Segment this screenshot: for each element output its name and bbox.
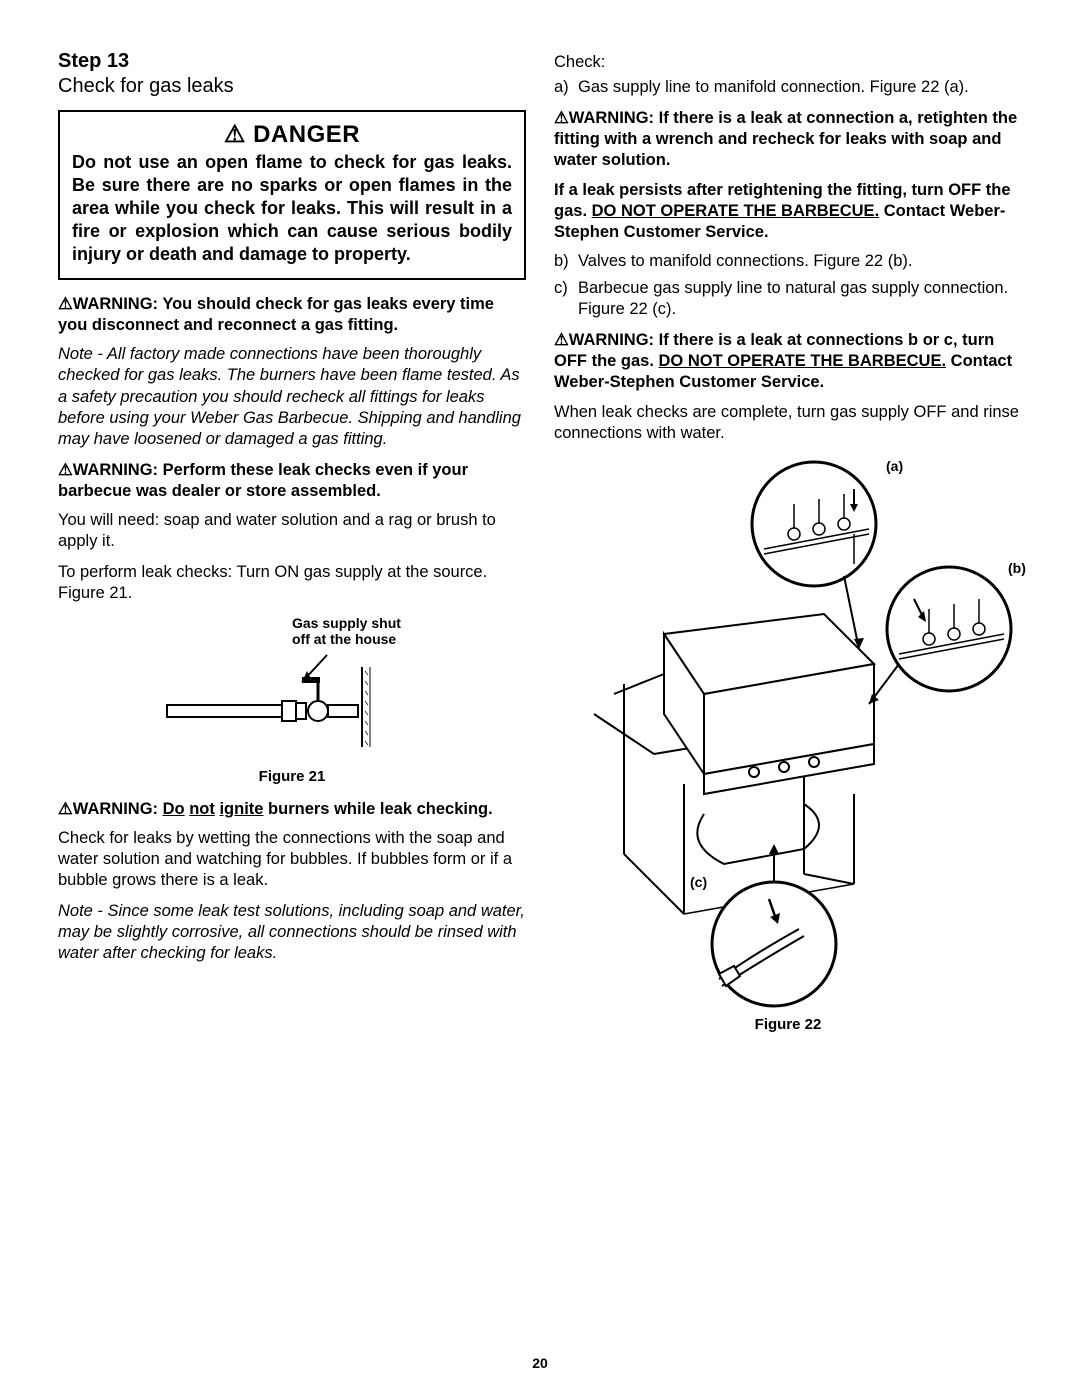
check-item-b: b) Valves to manifold connections. Figur… — [554, 251, 1022, 272]
body-check-bubbles: Check for leaks by wetting the connectio… — [58, 828, 526, 891]
figure-22: (a) (b) (c) Figure 22 — [554, 454, 1022, 1034]
body-final: When leak checks are complete, turn gas … — [554, 402, 1022, 444]
page-number: 20 — [0, 1355, 1080, 1371]
body-needs: You will need: soap and water solution a… — [58, 510, 526, 552]
figure-21-diagram — [162, 647, 422, 757]
warning-do-not-ignite: ⚠WARNING: Do not ignite burners while le… — [58, 799, 526, 820]
warning-dealer-assembled: ⚠WARNING: Perform these leak checks even… — [58, 460, 526, 502]
danger-title: ⚠ DANGER — [72, 120, 512, 149]
check-list-a: a) Gas supply line to manifold connectio… — [554, 77, 1022, 98]
figure-21: Gas supply shut off at the house — [58, 615, 526, 785]
note-factory-connections: Note - All factory made connections have… — [58, 344, 526, 450]
left-column: Step 13 Check for gas leaks ⚠ DANGER Do … — [58, 50, 526, 1034]
figure-22-callout-c: (c) — [690, 874, 707, 890]
figure-21-caption: Figure 21 — [58, 768, 526, 785]
step-heading: Step 13 — [58, 50, 526, 73]
warning-leak-a: ⚠WARNING: If there is a leak at connecti… — [554, 108, 1022, 171]
danger-title-text: DANGER — [253, 121, 360, 148]
check-list-bc: b) Valves to manifold connections. Figur… — [554, 251, 1022, 320]
check-label: Check: — [554, 52, 1022, 73]
warning-triangle-icon: ⚠ — [554, 331, 569, 349]
warning-triangle-icon: ⚠ — [224, 121, 246, 148]
figure-21-annotation-line1: Gas supply shut — [292, 615, 422, 631]
warning-turn-off-a: If a leak persists after retightening th… — [554, 180, 1022, 243]
warning-triangle-icon: ⚠ — [58, 295, 73, 313]
warning-check-every-time: ⚠WARNING: You should check for gas leaks… — [58, 294, 526, 336]
warning-leak-bc: ⚠WARNING: If there is a leak at connecti… — [554, 330, 1022, 393]
right-column: Check: a) Gas supply line to manifold co… — [554, 50, 1022, 1034]
warning-triangle-icon: ⚠ — [58, 461, 73, 479]
figure-22-callout-b: (b) — [1008, 560, 1026, 576]
note-corrosive: Note - Since some leak test solutions, i… — [58, 901, 526, 964]
danger-box: ⚠ DANGER Do not use an open flame to che… — [58, 110, 526, 280]
step-subtitle: Check for gas leaks — [58, 75, 526, 98]
body-turn-on: To perform leak checks: Turn ON gas supp… — [58, 562, 526, 604]
check-item-c: c) Barbecue gas supply line to natural g… — [554, 278, 1022, 320]
figure-21-annotation-line2: off at the house — [292, 631, 422, 647]
figure-22-caption: Figure 22 — [554, 1016, 1022, 1033]
check-item-a: a) Gas supply line to manifold connectio… — [554, 77, 1022, 98]
figure-22-diagram — [554, 454, 1024, 1014]
figure-22-callout-a: (a) — [886, 458, 903, 474]
danger-body: Do not use an open flame to check for ga… — [72, 151, 512, 266]
warning-triangle-icon: ⚠ — [58, 800, 73, 818]
warning-triangle-icon: ⚠ — [554, 109, 569, 127]
